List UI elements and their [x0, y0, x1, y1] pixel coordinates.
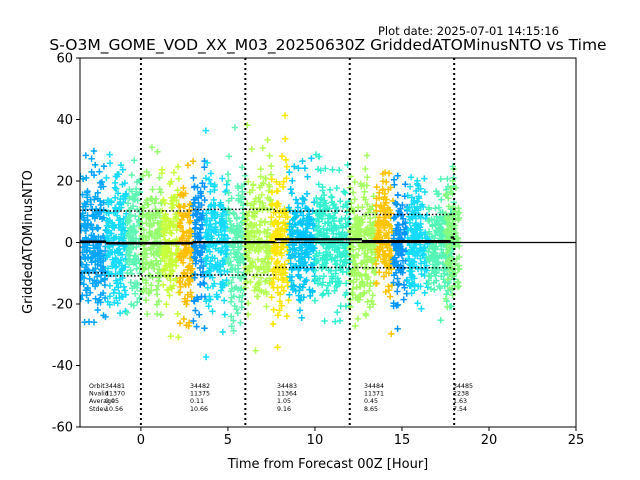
scatter-points — [176, 158, 197, 330]
scatter-points — [404, 174, 432, 312]
plot-date-label: Plot date: 2025-07-01 14:15:16 — [378, 24, 559, 38]
orbit-stat-label: Orbit — [89, 383, 105, 390]
orbit-stat-value: 10.19 — [40, 406, 58, 413]
orbit-stat-value: 0.45 — [364, 398, 378, 405]
orbit-34481-segment-3 — [190, 157, 209, 332]
scatter-points — [202, 127, 232, 361]
orbit-stat-value: 10327 — [40, 391, 60, 398]
y-tick-label: 0 — [65, 236, 73, 251]
tick-layer: 0 5 10 15 20 25 -60 -40 -20 0 20 40 60 — [52, 52, 585, 449]
orbit-stat-value: 7.54 — [453, 406, 467, 413]
orbit-34482-segment-0 — [202, 127, 232, 361]
orbit-stat-value: 1.63 — [453, 398, 467, 405]
data-layer — [80, 112, 463, 361]
orbit-stat-value: 9.16 — [277, 406, 291, 413]
orbit-stat-value: 1.05 — [277, 398, 291, 405]
orbit-stat-value: 2238 — [453, 391, 469, 398]
orbit-stat-value: 8.65 — [364, 406, 378, 413]
orbit-stat-value: 34481 — [105, 383, 125, 390]
y-tick-label: -60 — [52, 421, 73, 436]
x-tick-label: 25 — [568, 433, 585, 448]
scatter-points — [158, 163, 182, 341]
orbit-stat-value: 11375 — [190, 391, 210, 398]
orbit-stat-value: 34485 — [453, 383, 473, 390]
orbit-stat-value: 10.56 — [105, 406, 123, 413]
orbit-stat-value: 34484 — [364, 383, 384, 390]
scatter-points — [242, 122, 275, 354]
orbit-stat-value: 11370 — [105, 391, 125, 398]
orbit-stat-label: Nvalid — [89, 391, 109, 398]
scatter-points — [190, 157, 209, 332]
orbit-stat-value: 34482 — [190, 383, 210, 390]
orbit-stat-label: Stdev — [89, 406, 107, 413]
x-tick-label: 5 — [224, 433, 232, 448]
orbit-stat-value: 11364 — [277, 391, 297, 398]
x-tick-label: 0 — [137, 433, 145, 448]
orbit-34482-segment-3 — [268, 112, 292, 351]
orbit-34484-segment-1 — [404, 174, 432, 312]
orbit-34483-segment-0 — [285, 155, 319, 321]
y-tick-label: 20 — [56, 175, 73, 190]
orbit-stat-value: 0.05 — [105, 398, 119, 405]
scatter-points — [268, 112, 292, 351]
orbit-stat-value: 34480 — [40, 383, 60, 390]
scatter-points — [311, 151, 353, 325]
orbit-stat-value: 10.66 — [190, 406, 208, 413]
y-tick-label: -20 — [52, 298, 73, 313]
orbit-34482-segment-2 — [242, 122, 275, 354]
x-tick-label: 10 — [307, 433, 324, 448]
scatter-points — [390, 172, 411, 332]
orbit-stat-value: 0.31 — [40, 398, 54, 405]
y-tick-label: 40 — [56, 113, 73, 128]
y-tick-label: -40 — [52, 359, 73, 374]
orbit-34481-segment-1 — [158, 163, 182, 341]
orbit-stat-value: 11371 — [364, 391, 384, 398]
x-tick-label: 15 — [394, 433, 411, 448]
orbit-stat-value: 0.11 — [190, 398, 204, 405]
x-tick-label: 20 — [481, 433, 498, 448]
orbit-stat-label: Average — [89, 398, 115, 405]
orbit-34483-segment-1 — [311, 151, 353, 325]
orbit-34481-segment-2 — [176, 158, 197, 330]
orbit-34484-segment-0 — [390, 172, 411, 332]
scatter-points — [224, 124, 249, 334]
chart-title: S-O3M_GOME_VOD_XX_M03_20250630Z GriddedA… — [49, 36, 606, 55]
y-tick-label: 60 — [56, 52, 73, 67]
orbit-34480-segment-0 — [80, 147, 109, 326]
orbit-stat-value: 34483 — [277, 383, 297, 390]
orbit-34482-segment-1 — [224, 124, 249, 334]
scatter-points — [80, 147, 109, 326]
x-axis-label: Time from Forecast 00Z [Hour] — [227, 457, 429, 472]
y-axis-label: GriddedATOMinusNTO — [21, 170, 36, 314]
scatter-points — [285, 155, 319, 321]
